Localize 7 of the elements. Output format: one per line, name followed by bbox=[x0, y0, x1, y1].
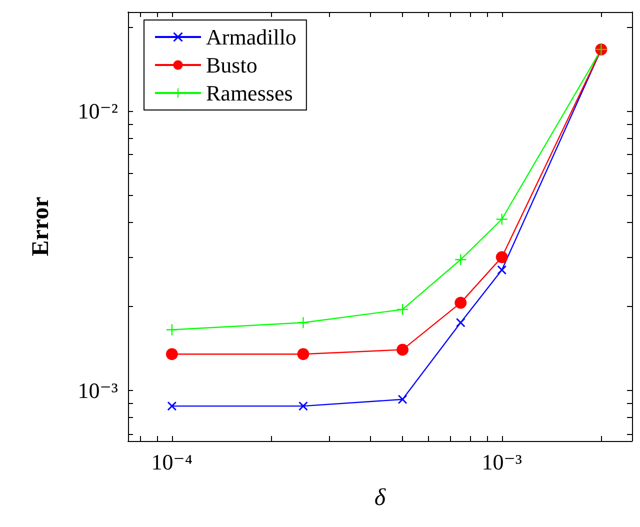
y-tick-label: 10⁻² bbox=[78, 98, 118, 124]
y-axis-title: Error bbox=[28, 196, 54, 256]
x-tick-label: 10⁻⁴ bbox=[151, 450, 193, 474]
x-axis-title: δ bbox=[374, 485, 386, 511]
legend-label: Armadillo bbox=[206, 24, 296, 50]
legend-label: Busto bbox=[206, 52, 258, 78]
legend-label: Ramesses bbox=[206, 80, 293, 106]
